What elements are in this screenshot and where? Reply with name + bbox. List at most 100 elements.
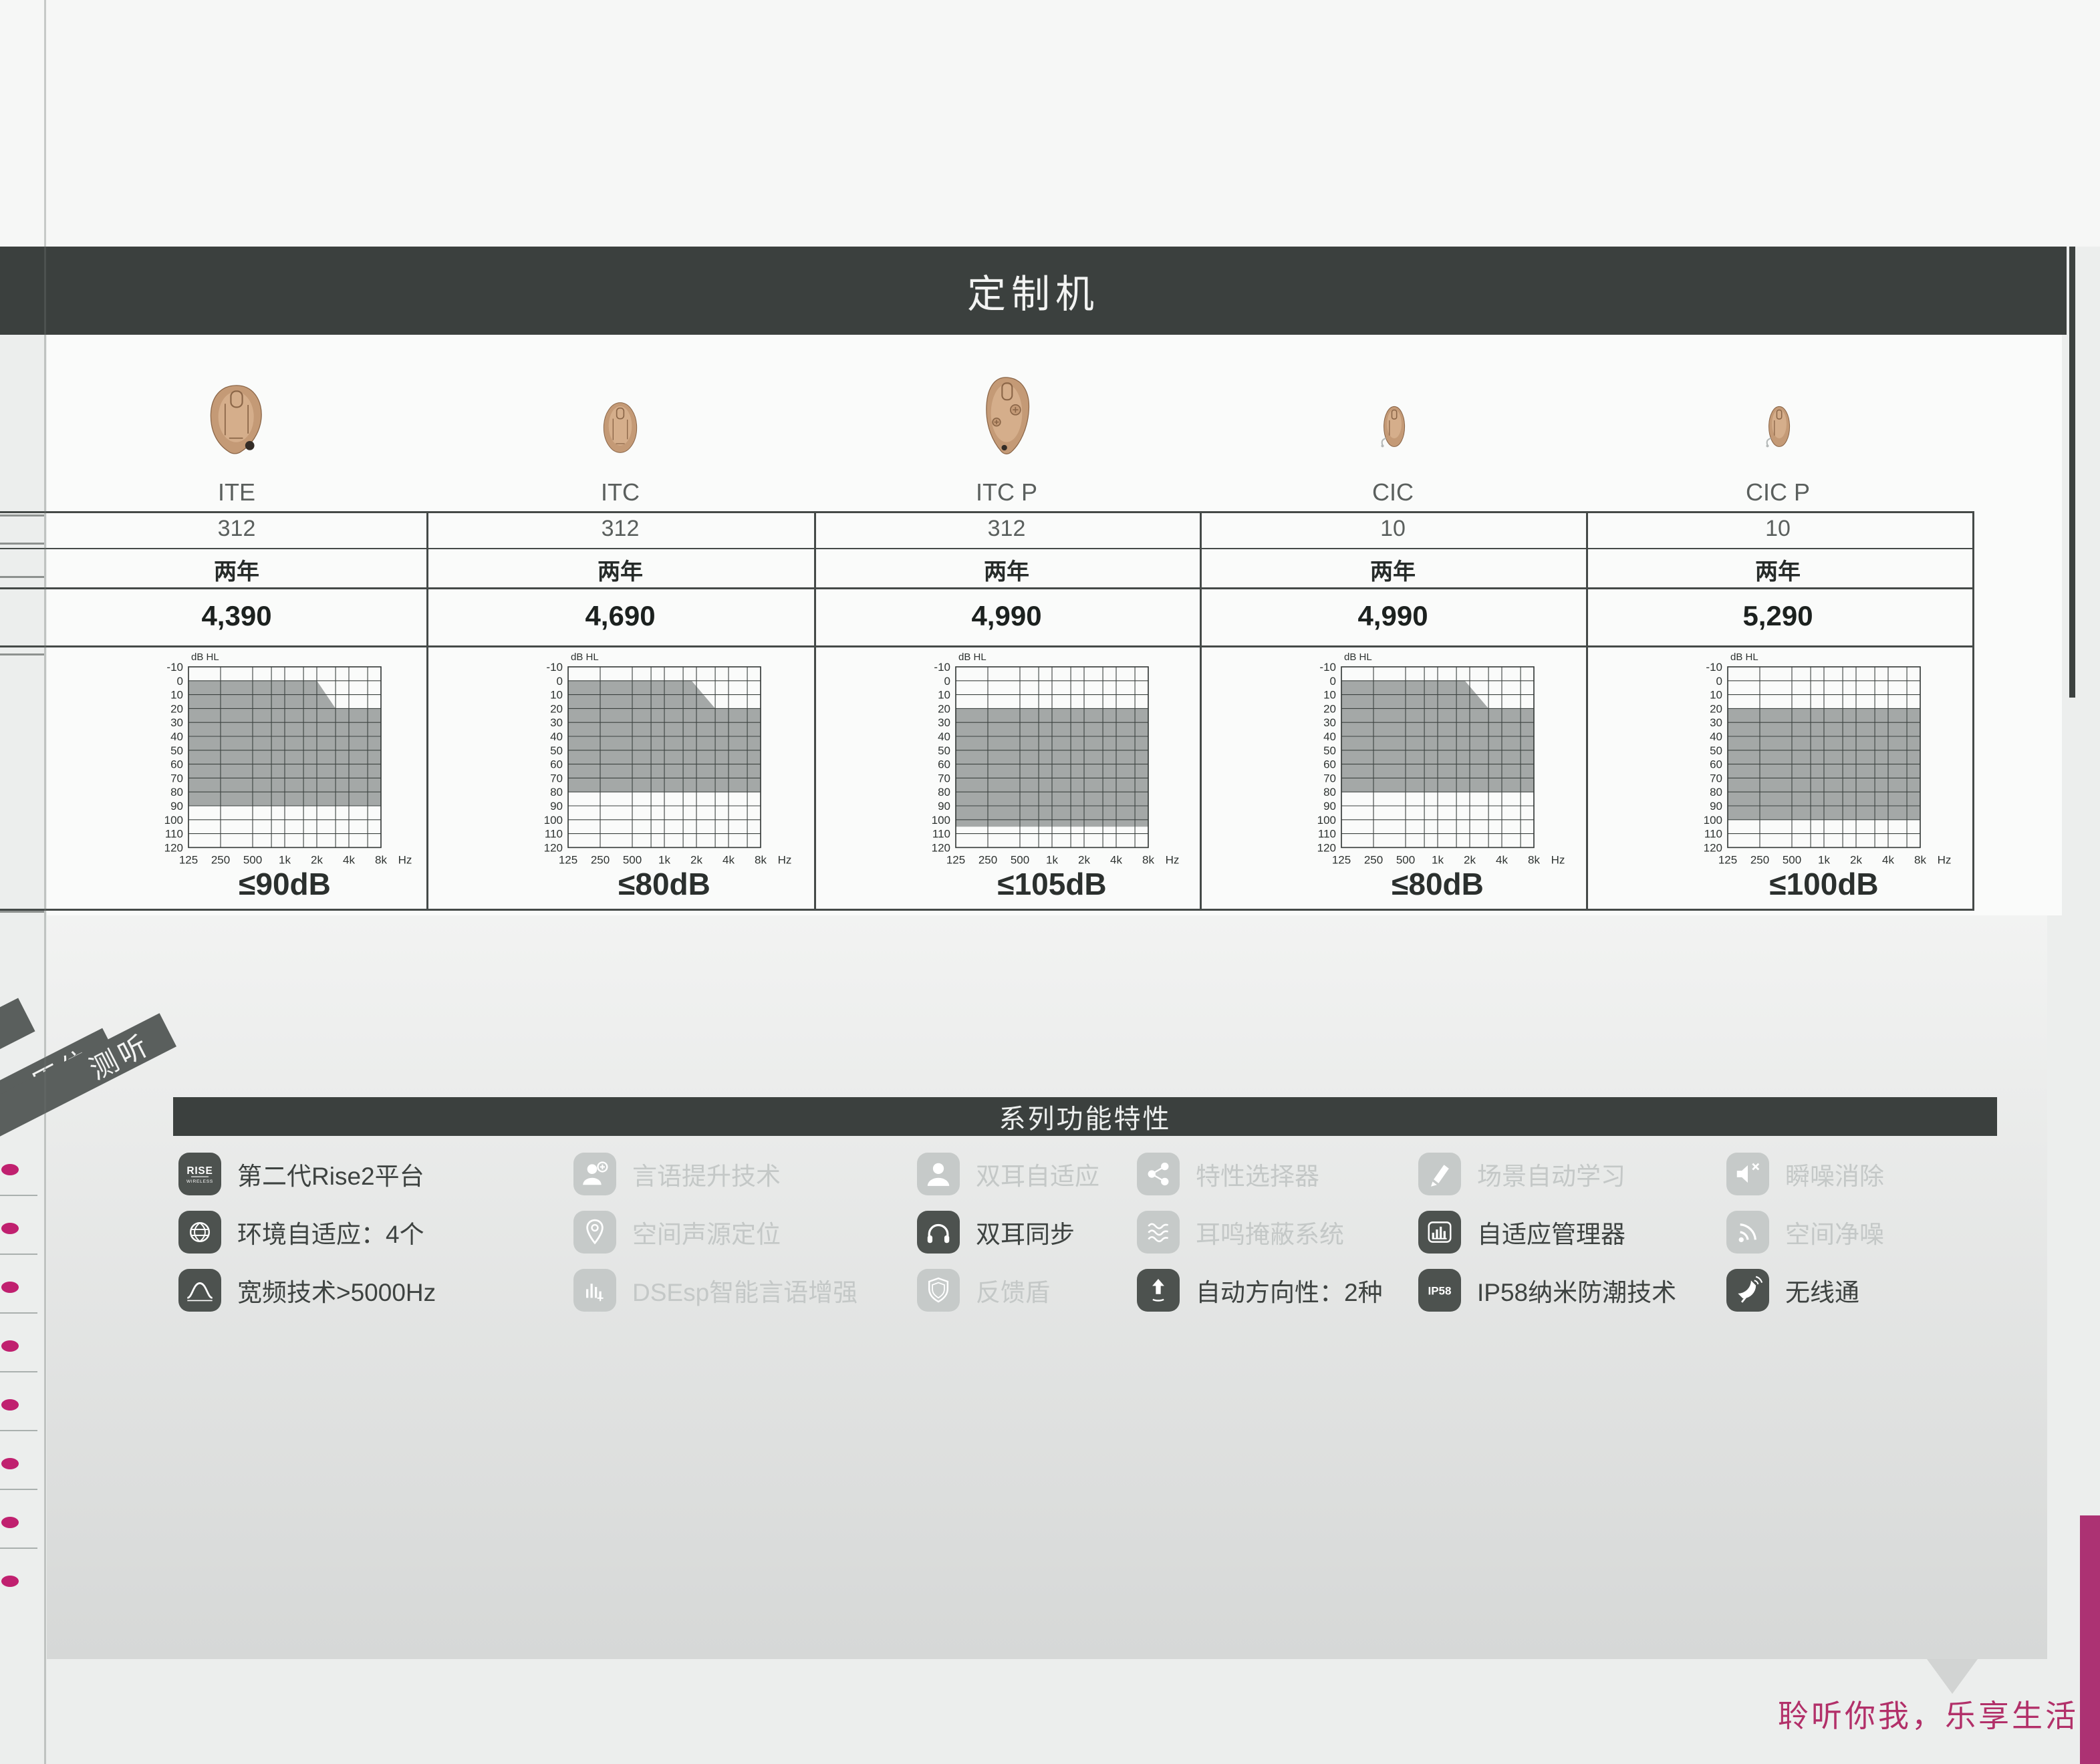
svg-text:4k: 4k [723,853,735,866]
hearing-aid-photo [603,402,638,453]
features-panel [47,915,2047,1659]
left-edge-tick [0,1430,37,1431]
feature-item: 双耳自适应 [917,1153,1099,1195]
svg-text:Hz: Hz [1938,853,1952,866]
svg-text:2k: 2k [690,853,702,866]
feature-label: 双耳同步 [976,1221,1075,1248]
feature-label: IP58纳米防潮技术 [1477,1279,1677,1306]
svg-text:120: 120 [164,841,183,854]
svg-text:1k: 1k [1818,853,1830,866]
left-edge-tick [0,1489,37,1490]
pencil-icon [1418,1153,1461,1195]
product-image [200,381,273,464]
page-title: 定制机 [966,273,1099,316]
price-value: 4,390 [201,600,272,631]
svg-text:10: 10 [1710,689,1722,702]
left-edge-tick [0,1195,37,1196]
battery-size: 10 [1380,516,1406,541]
svg-text:120: 120 [544,841,563,854]
svg-text:60: 60 [170,758,183,771]
svg-text:40: 40 [938,730,950,743]
svg-text:0: 0 [1716,675,1722,688]
features-band [173,1097,1997,1136]
svg-text:50: 50 [1323,744,1336,757]
registration-dot [1,1340,19,1352]
svg-text:-10: -10 [166,661,183,674]
svg-text:30: 30 [938,716,950,729]
table-row-line [0,587,1974,589]
svg-text:70: 70 [938,772,950,784]
feature-item: 瞬噪消除 [1726,1153,1884,1195]
svg-text:125: 125 [946,853,965,866]
svg-text:1k: 1k [1046,853,1058,866]
svg-text:80: 80 [550,786,563,798]
table-row-line [0,548,1974,549]
feature-item: 耳鸣掩蔽系统 [1137,1211,1344,1254]
svg-text:dB HL: dB HL [191,651,219,663]
svg-text:80: 80 [1710,786,1722,798]
person-icon [917,1153,960,1195]
svg-text:10: 10 [550,689,563,702]
svg-text:10: 10 [1323,689,1336,702]
warranty-period: 两年 [214,559,259,585]
product-name: ITE [217,478,256,506]
battery-size: 312 [987,516,1026,541]
svg-text:0: 0 [1330,675,1336,688]
svg-text:90: 90 [1323,800,1336,813]
globe-icon [178,1211,221,1254]
svg-text:50: 50 [1710,744,1722,757]
equalizer-icon [573,1269,616,1312]
registration-dot [1,1282,19,1293]
svg-text:Hz: Hz [1166,853,1180,866]
svg-text:500: 500 [623,853,642,866]
warranty-period: 两年 [984,559,1029,585]
svg-text:100: 100 [164,814,183,827]
svg-text:-10: -10 [934,661,950,674]
battery-size: 312 [217,516,256,541]
feature-item: IP58 IP58纳米防潮技术 [1418,1269,1676,1312]
left-edge-tick [0,1312,37,1314]
feature-label: 环境自适应：4个 [237,1221,424,1248]
svg-text:8k: 8k [1142,853,1154,866]
svg-text:60: 60 [938,758,950,771]
svg-text:110: 110 [932,828,950,841]
registration-dot [1,1399,19,1411]
svg-text:1k: 1k [1432,853,1444,866]
product-name: ITC P [975,478,1038,506]
svg-text:120: 120 [932,841,950,854]
product-image [594,394,647,464]
feature-label: 瞬噪消除 [1785,1163,1884,1190]
feature-label: 空间声源定位 [632,1221,781,1248]
svg-text:100: 100 [1317,814,1336,827]
svg-text:20: 20 [170,702,183,715]
bell-curve-icon [178,1269,221,1312]
feature-label: 宽频技术>5000Hz [237,1279,436,1306]
feature-item: 言语提升技术 [573,1153,781,1195]
feature-label: 耳鸣掩蔽系统 [1196,1221,1344,1248]
top-margin [0,0,2100,247]
product-name: ITC [601,478,640,506]
audiogram-cell: -10 0 10 20 30 40 50 60 70 80 90 100 110 120 125 250 500… [527,647,801,883]
svg-text:0: 0 [944,675,950,688]
svg-text:500: 500 [243,853,262,866]
registration-dot [1,1517,19,1528]
svg-text:8k: 8k [755,853,767,866]
svg-text:50: 50 [938,744,950,757]
svg-text:100: 100 [544,814,563,827]
warranty-period: 两年 [1370,559,1416,585]
fitting-range-label: ≤100dB [1769,867,1879,901]
svg-text:100: 100 [1704,814,1722,827]
left-edge-mark [0,653,44,655]
location-pin-icon [573,1211,616,1254]
svg-text:50: 50 [170,744,183,757]
price-value: 4,990 [971,600,1042,631]
left-edge-tick [0,1548,37,1549]
battery-size: 10 [1765,516,1791,541]
table-row-line [0,645,1974,647]
feature-item: 场景自动学习 [1418,1153,1625,1195]
feature-label: 自适应管理器 [1477,1221,1625,1248]
